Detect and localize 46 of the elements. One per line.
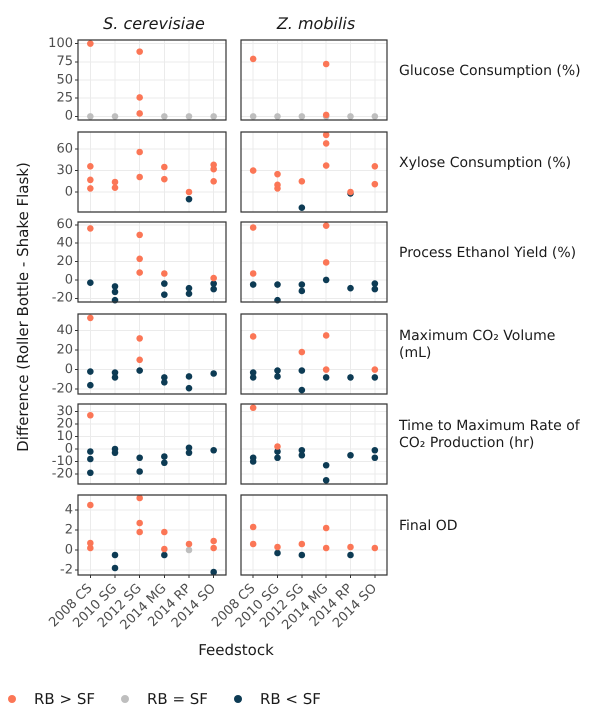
y-tick-label: -20 — [52, 290, 73, 306]
text: Xylose Consumption (%) — [399, 154, 572, 172]
point — [250, 56, 256, 62]
y-tick-label: 2 — [64, 522, 73, 538]
y-tick-label: -2 — [60, 562, 73, 578]
y-tick-label: 0 — [64, 362, 73, 377]
text: Final OD — [399, 518, 458, 534]
y-tick-label: 0 — [64, 441, 73, 456]
y-tick-label: 40 — [56, 322, 73, 338]
point — [347, 113, 354, 120]
y-tick-label: 0 — [64, 542, 73, 558]
text: Glucose Consumption (%) — [399, 62, 581, 80]
y-tick-label: 30 — [56, 404, 73, 419]
y-tick-label: -20 — [52, 466, 73, 482]
point — [250, 113, 256, 120]
y-tick-label: 10 — [56, 428, 73, 444]
legend-label: RB > SF — [34, 690, 95, 708]
y-tick-label: 20 — [56, 254, 73, 269]
y-tick-label: 0 — [64, 184, 73, 200]
y-tick-label: 0 — [64, 108, 73, 124]
text: Maximum CO₂ Volume (mL) — [399, 328, 556, 362]
point — [298, 113, 306, 120]
y-tick-label: 20 — [56, 342, 73, 358]
y-tick-label: 25 — [56, 90, 73, 106]
point — [372, 113, 378, 120]
y-tick-label: -10 — [52, 454, 73, 469]
y-tick-label: 4 — [64, 502, 73, 518]
y-tick-label: -20 — [52, 381, 73, 396]
y-tick-label: 0 — [64, 272, 73, 288]
y-axis-title: Difference (Roller Bottle - Shake Flask) — [14, 161, 32, 454]
y-tick-label: 30 — [56, 162, 73, 178]
legend-label: RB < SF — [260, 690, 321, 708]
y-tick-label: 20 — [56, 416, 73, 432]
text: Process Ethanol Yield (%) — [399, 244, 576, 262]
text: Time to Maximum Rate of CO₂ Production (hr) — [399, 418, 581, 452]
legend-label: RB = SF — [146, 690, 208, 708]
chart-title: S. cerevisiae — [102, 14, 206, 33]
y-tick-label: 40 — [56, 236, 73, 251]
y-tick-label: 60 — [56, 217, 73, 232]
y-tick-label: 75 — [56, 54, 73, 70]
chart-title: Z. mobilis — [276, 14, 356, 33]
point — [274, 113, 281, 120]
y-tick-label: 100 — [48, 36, 73, 52]
y-tick-label: 60 — [56, 142, 73, 157]
x-axis-title: Feedstock — [197, 641, 275, 659]
y-tick-label: 50 — [56, 72, 73, 88]
